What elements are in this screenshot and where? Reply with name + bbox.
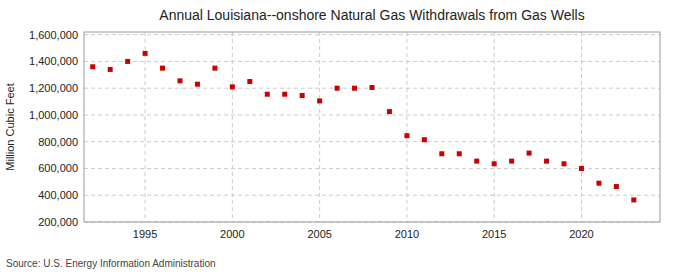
- point: [562, 161, 567, 166]
- x-tick-label: 2010: [395, 228, 419, 240]
- y-grid-line: [84, 168, 660, 169]
- point: [370, 85, 375, 90]
- points: [90, 51, 636, 203]
- point: [352, 86, 357, 91]
- point: [509, 159, 514, 164]
- x-tick-label: 2020: [569, 228, 593, 240]
- x-grid-line: [232, 32, 233, 222]
- y-grid-line: [84, 34, 660, 35]
- plot-frame: [84, 32, 660, 222]
- point: [335, 86, 340, 91]
- point: [422, 137, 427, 142]
- x-grid-line: [145, 32, 146, 222]
- point: [300, 93, 305, 98]
- point: [387, 109, 392, 114]
- y-grid-line: [84, 195, 660, 196]
- title: Annual Louisiana--onshore Natural Gas Wi…: [159, 7, 584, 23]
- point: [125, 59, 130, 64]
- point: [527, 151, 532, 156]
- x-tick-label: 2015: [482, 228, 506, 240]
- point: [282, 92, 287, 97]
- y-tick-label: 200,000: [38, 216, 78, 228]
- point: [439, 151, 444, 156]
- source-note: Source: U.S. Energy Information Administ…: [6, 258, 216, 269]
- point: [108, 67, 113, 72]
- x-tick-label: 2000: [220, 228, 244, 240]
- y-grid-line: [84, 114, 660, 115]
- y-grid-line: [84, 61, 660, 62]
- chart: 200,000 400,000 600,000 800,000 1,000,000 1,2…: [0, 0, 675, 275]
- x-tick-label: 1995: [133, 228, 157, 240]
- y-tick-label: 600,000: [38, 162, 78, 174]
- point: [178, 78, 183, 83]
- point: [474, 159, 479, 164]
- y-axis-label: Million Cubic Feet: [4, 83, 16, 170]
- point: [212, 66, 217, 71]
- x-grid-line: [581, 32, 582, 222]
- point: [247, 79, 252, 84]
- y-tick-label: 1,600,000: [29, 29, 78, 41]
- point: [631, 197, 636, 202]
- point: [596, 181, 601, 186]
- y-tick-label: 800,000: [38, 136, 78, 148]
- point: [579, 166, 584, 171]
- point: [160, 66, 165, 71]
- point: [492, 161, 497, 166]
- point: [614, 184, 619, 189]
- y-tick-label: 1,400,000: [29, 55, 78, 67]
- y-tick-label: 400,000: [38, 189, 78, 201]
- point: [404, 133, 409, 138]
- point: [544, 159, 549, 164]
- point: [90, 64, 95, 69]
- grid: [84, 32, 660, 222]
- x-grid-line: [319, 32, 320, 222]
- point: [265, 92, 270, 97]
- point: [230, 84, 235, 89]
- y-grid-line: [84, 141, 660, 142]
- point: [195, 82, 200, 87]
- y-tick-label: 1,200,000: [29, 82, 78, 94]
- x-grid-line: [406, 32, 407, 222]
- point: [457, 151, 462, 156]
- y-tick-label: 1,000,000: [29, 109, 78, 121]
- point: [143, 51, 148, 56]
- point: [317, 98, 322, 103]
- x-grid-line: [494, 32, 495, 222]
- x-tick-label: 2005: [307, 228, 331, 240]
